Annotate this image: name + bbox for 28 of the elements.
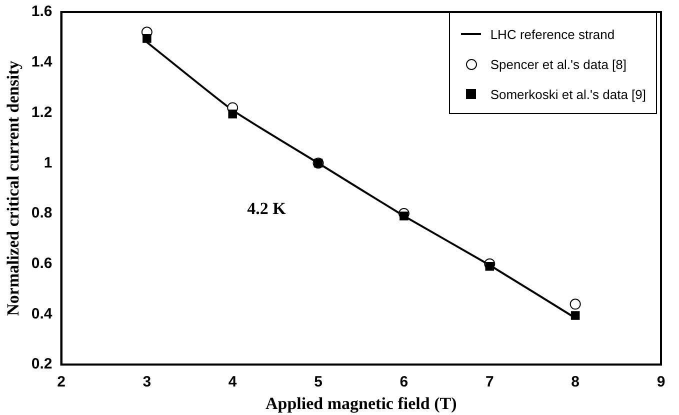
x-tick-label: 4 bbox=[228, 374, 238, 391]
legend-label: Spencer et al.'s data [8] bbox=[490, 56, 627, 72]
legend-label: LHC reference strand bbox=[490, 26, 615, 42]
x-tick-label: 7 bbox=[485, 374, 494, 391]
point bbox=[142, 34, 152, 43]
x-tick-label: 6 bbox=[400, 374, 408, 391]
x-tick-label: 3 bbox=[142, 374, 152, 391]
y-tick-label: 0.2 bbox=[31, 356, 52, 373]
y-axis-title: Normalized critical current density bbox=[4, 60, 23, 316]
point bbox=[570, 311, 580, 320]
x-axis-title: Applied magnetic field (T) bbox=[266, 394, 457, 414]
y-tick-label: 1.4 bbox=[31, 54, 53, 71]
annotation: 4.2 K bbox=[247, 198, 286, 219]
y-tick-label: 0.6 bbox=[31, 255, 52, 272]
y-tick-label: 1.2 bbox=[31, 104, 52, 121]
point bbox=[570, 298, 581, 310]
x-tick-label: 5 bbox=[314, 374, 322, 391]
point bbox=[485, 262, 494, 271]
y-tick-label: 0.8 bbox=[31, 204, 52, 222]
y-tick-label: 1.6 bbox=[31, 3, 52, 20]
x-tick-label: 2 bbox=[57, 374, 66, 391]
y-tick-label: 1 bbox=[44, 154, 52, 172]
legend-label: Somerkoski et al.'s data [9] bbox=[490, 86, 646, 102]
point bbox=[400, 212, 408, 220]
point bbox=[228, 110, 237, 118]
x-tick-label: 8 bbox=[571, 374, 580, 391]
x-tick-label: 9 bbox=[656, 374, 666, 391]
y-tick-label: 0.4 bbox=[31, 305, 53, 322]
